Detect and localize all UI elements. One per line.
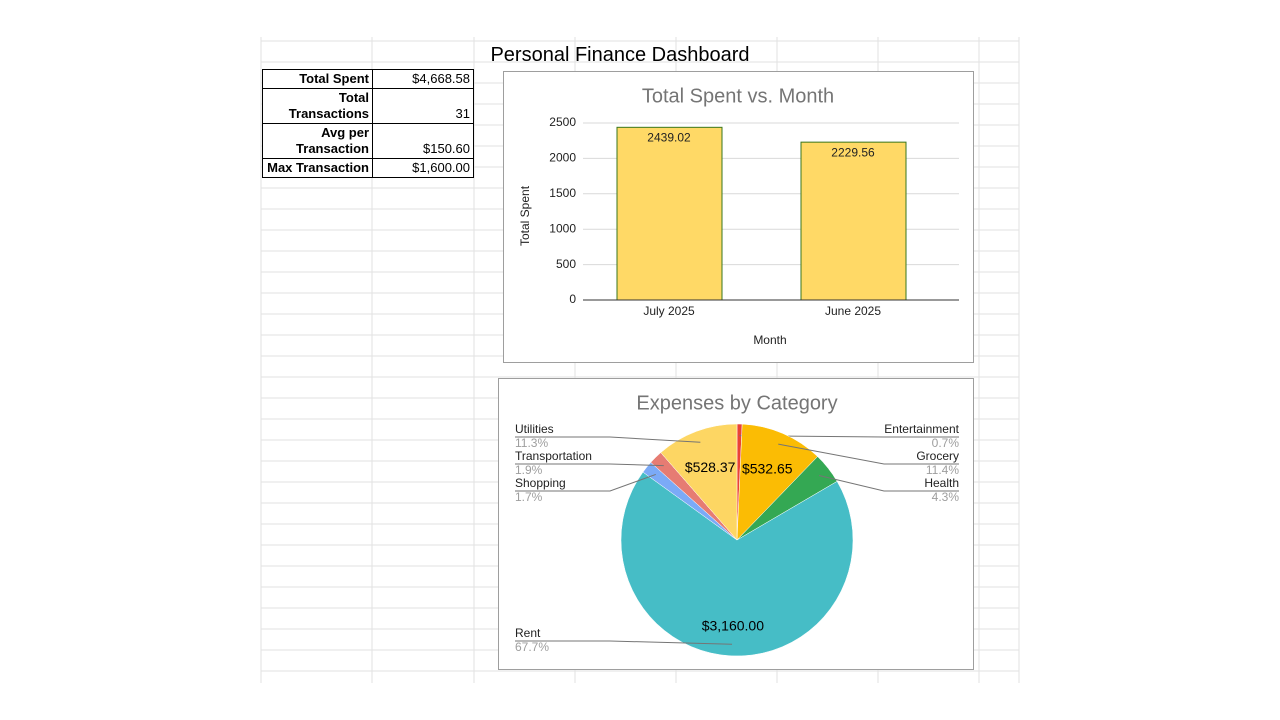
y-tick-label: 500 — [556, 257, 576, 271]
y-axis-label: Total Spent — [518, 185, 532, 246]
stat-label: Avg per Transaction — [262, 123, 373, 159]
y-tick-label: 2500 — [549, 115, 576, 129]
table-row: Total Transactions 31 — [262, 88, 474, 124]
slice-percent: 11.3% — [515, 436, 548, 450]
chart-title: Expenses by Category — [636, 392, 837, 414]
x-tick-label: July 2025 — [643, 304, 695, 318]
table-row: Avg per Transaction $150.60 — [262, 123, 474, 159]
y-tick-label: 1000 — [549, 221, 576, 235]
data-label: 2439.02 — [647, 130, 691, 144]
leader-line — [515, 463, 664, 467]
y-tick-label: 1500 — [549, 186, 576, 200]
x-tick-label: June 2025 — [825, 304, 881, 318]
y-tick-label: 0 — [569, 292, 576, 306]
slice-percent: 1.7% — [515, 490, 543, 504]
bar — [800, 141, 907, 301]
x-axis-label: Month — [753, 333, 786, 347]
leader-line — [778, 443, 959, 465]
pie-slice — [736, 423, 818, 541]
slice-percent: 11.4% — [926, 463, 959, 477]
stat-value: 31 — [372, 88, 474, 124]
slice-percent: 67.7% — [515, 640, 549, 654]
slice-amount: $528.37 — [685, 459, 736, 475]
leader-line — [818, 474, 959, 492]
stat-label: Max Transaction — [262, 158, 373, 178]
table-row: Total Spent $4,668.58 — [262, 69, 474, 89]
stat-value: $1,600.00 — [372, 158, 474, 178]
leader-line — [515, 436, 701, 443]
slice-amount: $532.65 — [742, 460, 793, 476]
slice-name: Transportation — [515, 449, 592, 463]
dashboard-title: Personal Finance Dashboard — [490, 44, 750, 66]
pie-slice — [620, 471, 854, 657]
bar-chart-box: Total Spent vs. Month 0 500 1000 1500 2000 250… — [503, 71, 974, 363]
pie-chart: Expenses by Category Entertainment0.7%Gro… — [515, 392, 960, 657]
stat-value: $4,668.58 — [372, 69, 474, 89]
y-tick-label: 2000 — [549, 151, 576, 165]
pie-slice — [660, 423, 738, 541]
slice-name: Utilities — [515, 422, 554, 436]
slice-name: Health — [924, 476, 959, 490]
stat-label: Total Spent — [262, 69, 373, 89]
table-row: Max Transaction $1,600.00 — [262, 158, 474, 178]
leader-line — [515, 640, 733, 645]
slice-percent: 0.7% — [932, 436, 960, 450]
leader-line — [515, 473, 656, 492]
bar-chart: Total Spent vs. Month 0 500 1000 1500 2000 250… — [518, 85, 959, 347]
slice-name: Shopping — [515, 476, 566, 490]
slice-name: Entertainment — [884, 422, 959, 436]
data-label: 2229.56 — [831, 145, 875, 159]
slice-percent: 1.9% — [515, 463, 543, 477]
slice-amount: $3,160.00 — [702, 618, 764, 634]
slice-name: Rent — [515, 626, 541, 640]
stat-value: $150.60 — [372, 123, 474, 159]
stat-label: Total Transactions — [262, 88, 373, 124]
pie-chart-box: Expenses by Category Entertainment 0.7% Gro… — [498, 378, 974, 670]
slice-name: Grocery — [916, 449, 959, 463]
chart-title: Total Spent vs. Month — [642, 85, 834, 107]
slice-percent: 4.3% — [932, 490, 960, 504]
stats-table: Total Spent $4,668.58 Total Transactions 31… — [262, 69, 474, 178]
bar — [616, 126, 723, 301]
